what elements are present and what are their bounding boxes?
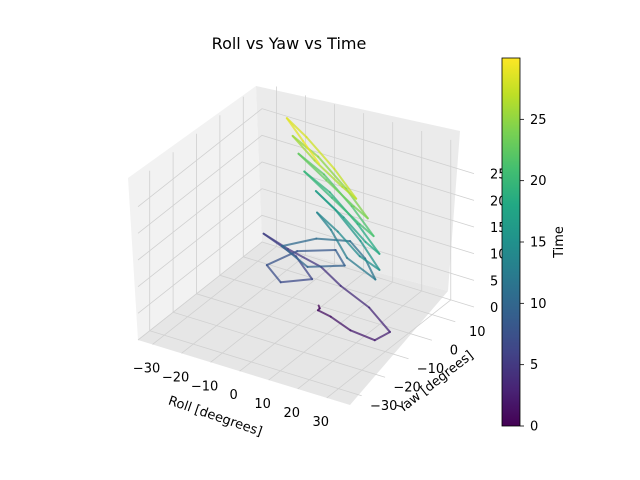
y-tick-label: −10 — [417, 362, 444, 377]
trajectory-segment — [306, 264, 346, 268]
y-tick-label: 10 — [469, 325, 486, 340]
grid-line-z — [137, 188, 475, 287]
chart-title: Roll vs Yaw vs Time — [212, 34, 367, 53]
trajectory-segment — [329, 315, 352, 332]
colorbar-ticks: 0 5 10 15 20 25 — [520, 113, 547, 435]
trajectory-series — [262, 117, 391, 342]
trajectory-segment — [334, 209, 362, 242]
x-tick-label: −10 — [191, 379, 218, 394]
x-tick-label: 0 — [230, 388, 238, 403]
colorbar-tick-label: 5 — [530, 358, 538, 373]
trajectory-segment — [281, 237, 318, 248]
grid-line-z — [137, 134, 475, 234]
x-tick-label: 10 — [254, 397, 271, 412]
colorbar-tick-label: 0 — [530, 420, 538, 435]
colorbar-tick-label: 25 — [530, 113, 547, 128]
trajectory-segment — [316, 309, 332, 318]
x-tick-label: −20 — [162, 370, 189, 385]
trajectory-segment — [320, 265, 342, 287]
x-tick-label: −30 — [133, 361, 160, 376]
trajectory-segment — [373, 330, 391, 342]
trajectory-segment — [334, 249, 346, 267]
trajectory-segment — [346, 256, 377, 281]
trajectory-segment — [281, 245, 309, 268]
trajectory-segment — [305, 136, 336, 170]
x-axis-label: Roll [deegrees] — [166, 394, 264, 440]
colorbar-tick-label: 20 — [530, 174, 547, 189]
trajectory-segment — [265, 264, 282, 284]
trajectory-segment — [359, 239, 381, 271]
colorbar-tick-label: 15 — [530, 236, 547, 251]
z-tick-label: 0 — [490, 301, 498, 316]
colorbar-tick-label: 10 — [530, 297, 547, 312]
trajectory-segment — [297, 152, 328, 182]
trajectory-segment — [296, 249, 337, 253]
trajectory-segment — [285, 117, 304, 142]
y-tick-label: 0 — [450, 343, 458, 358]
grid-line-z — [137, 214, 475, 314]
trajectory-segment — [349, 329, 376, 342]
axes-3d-panes — [128, 86, 460, 405]
trajectory-segment — [329, 228, 349, 259]
trajectory-segment — [333, 167, 358, 200]
grid-line-z — [137, 161, 475, 261]
trajectory-segment — [358, 255, 381, 271]
trajectory-segment — [331, 196, 361, 226]
grid-line-z — [137, 241, 475, 341]
x-tick-label: 20 — [283, 406, 300, 421]
trajectory-segment — [314, 190, 345, 219]
trajectory-segment — [350, 205, 375, 238]
trajectory-segment — [301, 139, 321, 165]
trajectory-segment — [315, 237, 352, 243]
back-left-pane — [128, 86, 262, 340]
trajectory-segment — [317, 155, 347, 190]
trajectory-segment — [356, 222, 381, 255]
trajectory-segment — [291, 134, 316, 162]
trajectory-segment — [342, 216, 367, 244]
y-tick-label: −20 — [393, 380, 420, 395]
trajectory-segment — [339, 284, 371, 309]
trajectory-segment — [303, 170, 334, 199]
colorbar — [501, 57, 521, 427]
trajectory-segment — [316, 211, 339, 233]
x-tick-label: 30 — [312, 415, 329, 430]
grid-lines — [137, 86, 475, 399]
trajectory-segment — [368, 306, 391, 333]
trajectory-segment — [349, 240, 367, 260]
grid-line-z — [137, 108, 475, 207]
trajectory-segment — [279, 278, 314, 284]
y-tick-label: −30 — [370, 399, 397, 414]
z-tick-label: 5 — [490, 274, 498, 289]
trajectory-segment — [313, 159, 344, 188]
trajectory-segment — [336, 230, 361, 258]
trajectory-segment — [325, 179, 355, 208]
colorbar-label: Time — [552, 226, 567, 259]
